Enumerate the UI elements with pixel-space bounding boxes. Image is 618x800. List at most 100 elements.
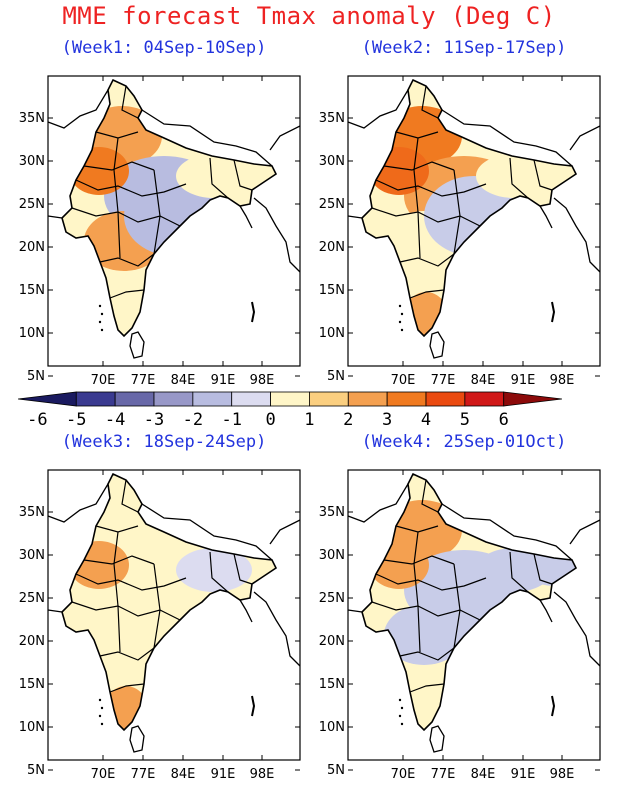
colorbar-label: -1 bbox=[221, 410, 241, 430]
lat-label: 20N bbox=[319, 634, 345, 649]
colorbar-label: -2 bbox=[183, 410, 203, 430]
state-border bbox=[375, 573, 487, 591]
state-border bbox=[121, 85, 139, 119]
anomaly-region bbox=[369, 541, 429, 589]
colorbar-label: 6 bbox=[499, 410, 509, 430]
state-border bbox=[71, 207, 181, 227]
lat-label: 15N bbox=[319, 283, 345, 298]
india-outline bbox=[61, 78, 278, 338]
colorbar-label: 2 bbox=[343, 410, 353, 430]
lon-label: 84E bbox=[171, 373, 196, 388]
state-border bbox=[209, 551, 229, 593]
lon-label: 70E bbox=[91, 373, 116, 388]
colorbar-swatch bbox=[503, 391, 562, 407]
anomaly-region bbox=[69, 541, 129, 589]
state-border bbox=[371, 601, 481, 621]
colorbar-swatch bbox=[386, 391, 427, 407]
island bbox=[100, 328, 104, 332]
island bbox=[100, 312, 104, 316]
lon-label: 77E bbox=[431, 373, 456, 388]
lat-label: 30N bbox=[19, 154, 45, 169]
country-border bbox=[253, 197, 301, 273]
colorbar-swatch bbox=[18, 391, 77, 407]
map-panel-week1: (Week1: 04Sep-10Sep) 35N 30N 25N 20N 15N 10N 5… bbox=[14, 38, 314, 398]
country-border bbox=[441, 503, 573, 561]
lat-label: 10N bbox=[19, 326, 45, 341]
state-border bbox=[409, 683, 445, 693]
lon-label: 77E bbox=[131, 373, 156, 388]
country-border bbox=[347, 89, 409, 129]
island bbox=[398, 714, 402, 718]
map-frame bbox=[47, 469, 301, 761]
country-border bbox=[47, 609, 63, 613]
colorbar-label: 1 bbox=[304, 410, 314, 430]
lon-label: 77E bbox=[131, 767, 156, 782]
anomaly-region bbox=[369, 147, 429, 195]
country-border bbox=[239, 599, 253, 623]
state-border bbox=[83, 555, 155, 565]
colorbar-swatch bbox=[347, 391, 388, 407]
colorbar-label: 4 bbox=[421, 410, 431, 430]
lat-label: 25N bbox=[19, 591, 45, 606]
map-svg: 35N 30N 25N 20N 15N 10N 5N 70E 77E 84E 91E 98E bbox=[19, 469, 301, 782]
map-frame bbox=[47, 75, 301, 367]
lat-label: 5N bbox=[327, 763, 345, 778]
sri-lanka bbox=[429, 725, 445, 753]
state-border bbox=[533, 159, 553, 191]
country-border bbox=[539, 599, 553, 623]
lon-label: 98E bbox=[250, 767, 275, 782]
country-border bbox=[539, 205, 553, 229]
colorbar-label: 0 bbox=[265, 410, 275, 430]
colorbar-label: -4 bbox=[105, 410, 125, 430]
lon-label: 70E bbox=[391, 767, 416, 782]
lat-label: 15N bbox=[19, 283, 45, 298]
country-border bbox=[569, 125, 601, 151]
state-border bbox=[113, 531, 121, 653]
lon-label: 84E bbox=[471, 767, 496, 782]
state-border bbox=[375, 179, 487, 197]
state-border bbox=[153, 169, 161, 255]
lat-label: 5N bbox=[27, 369, 45, 384]
map-svg: 35N 30N 25N 20N 15N 10N 5N 70E 77E 84E 91E 98E bbox=[19, 75, 301, 388]
country-border bbox=[347, 483, 409, 523]
state-border bbox=[153, 563, 161, 649]
lat-label: 35N bbox=[19, 505, 45, 520]
colorbar-label: -5 bbox=[66, 410, 86, 430]
map-frame bbox=[347, 75, 601, 367]
state-border bbox=[383, 161, 455, 171]
country-border bbox=[141, 503, 273, 561]
india-outline bbox=[361, 78, 578, 338]
lon-label: 98E bbox=[250, 373, 275, 388]
state-border bbox=[399, 253, 455, 267]
lat-label: 30N bbox=[19, 548, 45, 563]
colorbar-swatch bbox=[153, 391, 194, 407]
lat-label: 5N bbox=[27, 763, 45, 778]
lon-label: 70E bbox=[391, 373, 416, 388]
island bbox=[398, 320, 402, 324]
lat-label: 10N bbox=[19, 720, 45, 735]
colorbar-swatch bbox=[309, 391, 349, 407]
colorbar-swatch bbox=[231, 391, 271, 407]
island bbox=[100, 706, 104, 710]
state-border bbox=[233, 159, 253, 191]
colorbar-label: 5 bbox=[460, 410, 470, 430]
colorbar-swatch bbox=[270, 391, 310, 407]
state-border bbox=[209, 157, 229, 199]
country-border bbox=[569, 519, 601, 545]
lon-label: 91E bbox=[211, 373, 236, 388]
andaman-islands bbox=[551, 695, 556, 717]
state-border bbox=[113, 137, 121, 259]
lat-label: 20N bbox=[19, 634, 45, 649]
andaman-islands bbox=[251, 695, 256, 717]
country-border bbox=[141, 109, 273, 167]
lon-label: 91E bbox=[511, 373, 536, 388]
state-border bbox=[71, 601, 181, 621]
map-frame bbox=[347, 469, 601, 761]
panel-title: (Week1: 04Sep-10Sep) bbox=[61, 38, 267, 58]
colorbar-swatch bbox=[425, 391, 466, 407]
lon-label: 84E bbox=[471, 373, 496, 388]
state-border bbox=[533, 553, 553, 585]
colorbar-label: -3 bbox=[144, 410, 164, 430]
lat-label: 35N bbox=[19, 111, 45, 126]
lat-label: 15N bbox=[19, 677, 45, 692]
